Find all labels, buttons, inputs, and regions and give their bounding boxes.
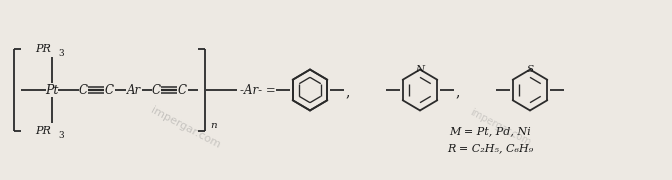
Text: C: C	[177, 84, 187, 96]
Text: PR: PR	[35, 126, 51, 136]
Text: impergar.com: impergar.com	[149, 105, 222, 150]
Text: Ar: Ar	[127, 84, 141, 96]
Text: n: n	[210, 121, 216, 130]
Text: 3: 3	[58, 130, 64, 140]
Text: N: N	[415, 65, 425, 74]
Text: C: C	[79, 84, 87, 96]
Text: ,: ,	[456, 85, 460, 99]
Text: C: C	[105, 84, 114, 96]
Text: 3: 3	[58, 49, 64, 58]
Text: PR: PR	[35, 44, 51, 54]
Text: Pt: Pt	[45, 84, 58, 96]
Text: ,: ,	[346, 85, 350, 99]
Text: R = C₂H₅, C₆H₉: R = C₂H₅, C₆H₉	[447, 143, 533, 153]
Text: impergar.com: impergar.com	[468, 108, 532, 148]
Text: C: C	[151, 84, 161, 96]
Text: S: S	[526, 65, 534, 74]
Text: M = Pt, Pd, Ni: M = Pt, Pd, Ni	[449, 126, 531, 136]
Text: -Ar- =: -Ar- =	[240, 84, 276, 96]
